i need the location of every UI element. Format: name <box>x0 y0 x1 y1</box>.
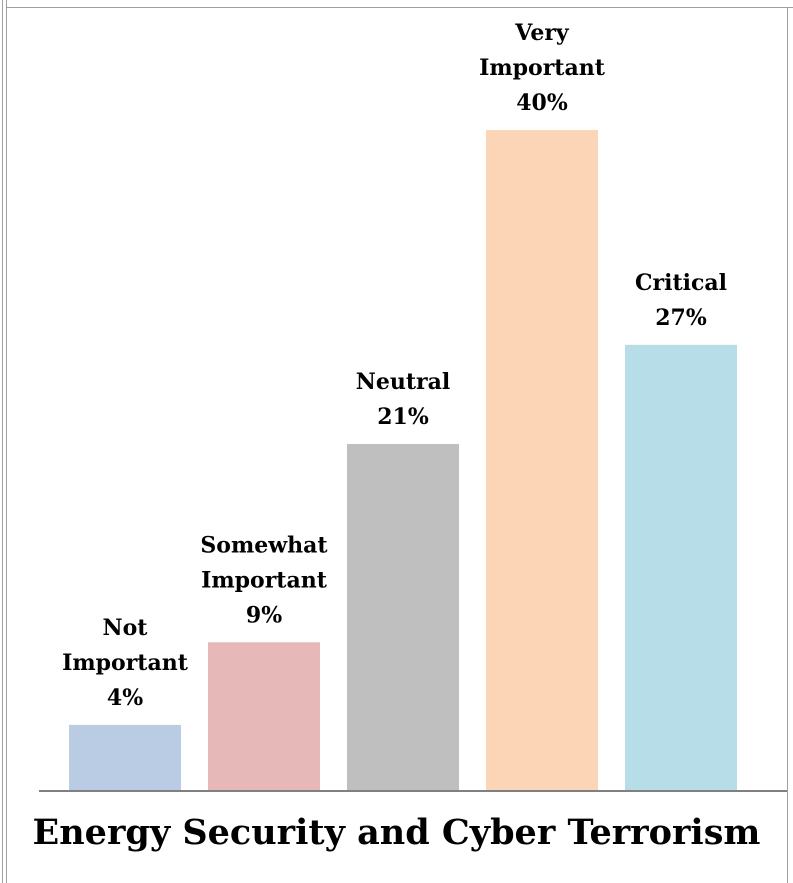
bar-category-label-4-0: Critical <box>635 270 727 296</box>
bar-4 <box>625 344 737 791</box>
bar-value-label-1: 9% <box>246 602 282 628</box>
frame-border-right <box>787 7 788 883</box>
bar-category-label-1-1: Important <box>201 567 328 593</box>
bar-3 <box>486 130 598 791</box>
bar-category-label-3-1: Important <box>479 55 606 81</box>
frame-border-left-inner <box>6 0 7 883</box>
labels-group: Not Important 4% Somewhat Important 9% Neutral… <box>62 20 727 711</box>
bar-value-label-0: 4% <box>107 685 143 711</box>
bar-category-label-2-0: Neutral <box>356 369 450 395</box>
bar-2 <box>347 443 459 791</box>
bars-group <box>69 130 737 791</box>
bar-value-label-2: 21% <box>377 404 429 430</box>
frame-border-top <box>6 7 793 8</box>
chart-title: Energy Security and Cyber Terrorism <box>32 812 761 853</box>
bar-category-label-0-1: Important <box>62 650 189 676</box>
bar-category-label-3-0: Very <box>514 20 570 46</box>
bar-1 <box>208 642 320 791</box>
frame-border-left-outer <box>2 0 3 883</box>
bar-value-label-3: 40% <box>516 90 568 116</box>
bar-0 <box>69 724 181 791</box>
bar-category-label-1-0: Somewhat <box>200 532 328 558</box>
bar-value-label-4: 27% <box>655 305 707 331</box>
bar-category-label-0-0: Not <box>103 615 149 641</box>
